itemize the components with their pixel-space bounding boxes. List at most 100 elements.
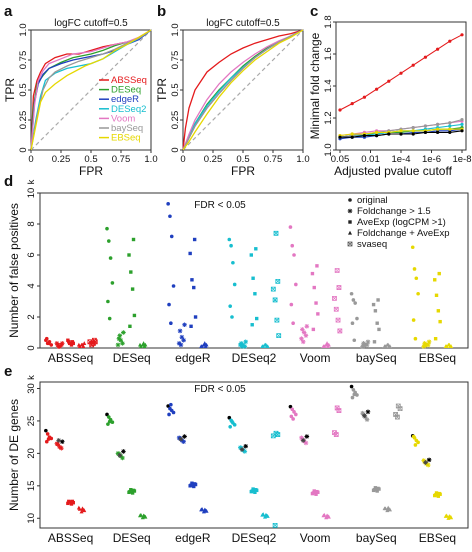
data-point-ABSSeq: [54, 341, 60, 346]
y-unit-label: k: [26, 375, 37, 380]
data-point-DESeq2: [232, 282, 237, 287]
series-point-EBSeq: [411, 129, 415, 133]
data-point-Voom: [325, 344, 330, 349]
series-point-baySeq: [423, 124, 427, 128]
data-point-edgeR: [203, 508, 208, 513]
data-point-baySeq: [352, 392, 357, 397]
data-point-Voom: [311, 327, 316, 332]
data-point-ABSSeq: [69, 343, 74, 347]
data-point-edgeR: [167, 412, 171, 417]
data-point-DESeq2: [254, 247, 258, 251]
data-point-edgeR: [201, 342, 206, 347]
data-point-DESeq2: [250, 489, 254, 493]
data-point-edgeR: [189, 324, 193, 328]
legend-label: AveExp (logCPM >1): [357, 217, 446, 228]
data-point-EBSeq: [448, 344, 453, 349]
data-point-DESeq2: [243, 339, 248, 345]
data-point-EBSeq: [423, 460, 428, 465]
data-point-Voom: [289, 414, 294, 419]
series-point-black: [350, 135, 354, 139]
data-point-Voom: [314, 492, 318, 496]
data-point-DESeq2: [237, 445, 243, 450]
data-point-edgeR: [192, 484, 196, 489]
data-point-baySeq: [355, 393, 359, 397]
data-point-DESeq: [110, 420, 115, 425]
y-tick-label: 0.75: [170, 51, 181, 70]
data-point-Voom: [333, 306, 339, 312]
data-point-DESeq: [129, 488, 133, 492]
y-tick-label: 1.2: [323, 111, 334, 124]
data-point-ABSSeq: [81, 344, 86, 349]
x-tick-label: Voom: [300, 531, 331, 545]
data-point-DESeq2: [227, 237, 232, 242]
data-point-DESeq2: [251, 276, 255, 280]
data-point-DESeq: [115, 342, 121, 348]
y-axis-label: Number of DE genes: [7, 399, 21, 511]
series-point-ABSSeq: [399, 71, 403, 75]
data-point-DESeq: [138, 513, 143, 518]
y-tick-label: 1.0: [323, 143, 334, 156]
data-point-ABSSeq: [67, 499, 71, 504]
data-point-Voom: [321, 513, 326, 518]
data-point-baySeq: [350, 395, 355, 400]
data-point-DESeq: [107, 419, 112, 424]
data-point-baySeq: [387, 506, 392, 511]
data-point-ABSSeq: [56, 344, 61, 349]
x-tick-label: 0.5: [236, 154, 249, 165]
data-point-DESeq: [117, 453, 123, 458]
data-point-ABSSeq: [76, 342, 81, 347]
data-point-EBSeq: [426, 339, 432, 345]
y-tick-label: 20: [26, 448, 37, 459]
data-point-DESeq2: [242, 449, 248, 454]
y-tick-label: 0: [18, 147, 29, 152]
y-tick-label: 15: [26, 481, 37, 492]
y-axis-label: TPR: [155, 78, 169, 102]
legend-label-EBSeq: EBSeq: [111, 133, 141, 144]
data-point-DESeq2: [249, 253, 253, 257]
data-point-DESeq: [106, 422, 110, 426]
data-point-baySeq: [349, 291, 354, 296]
data-point-Voom: [303, 440, 309, 446]
series-line-Voom: [182, 29, 304, 151]
data-point-baySeq: [351, 298, 356, 302]
data-point-DESeq: [121, 449, 126, 454]
data-point-Voom: [336, 408, 342, 413]
series-line-baySeq: [30, 29, 152, 151]
series-point-EBSeq: [436, 127, 440, 131]
data-point-DESeq: [121, 330, 126, 335]
data-point-EBSeq: [414, 276, 419, 281]
data-point-ABSSeq: [79, 509, 84, 514]
data-point-DESeq2: [230, 419, 234, 424]
chart-title: logFC cutoff=0.5: [54, 18, 128, 29]
series-point-ABSSeq: [375, 87, 379, 91]
x-tick-label: DESeq2: [232, 531, 277, 545]
chart-title: logFC cutoff=0.5: [206, 18, 280, 29]
data-point-DESeq2: [239, 344, 245, 349]
x-tick-label: EBSeq: [419, 531, 456, 545]
y-tick-label: 1.6: [323, 47, 334, 60]
series-point-ABSSeq: [350, 102, 354, 106]
series-point-DESeq2: [460, 122, 464, 126]
y-tick-label: 30: [26, 383, 37, 394]
data-point-DESeq2: [264, 513, 269, 518]
data-point-DESeq2: [255, 488, 259, 493]
data-point-edgeR: [190, 481, 194, 485]
plot-frame: [39, 192, 469, 349]
data-point-Voom: [299, 435, 304, 441]
data-point-Voom: [314, 301, 318, 305]
y-tick-label: 10: [26, 188, 37, 199]
data-point-DESeq: [107, 316, 112, 321]
data-point-DESeq: [108, 256, 113, 260]
data-point-edgeR: [178, 342, 184, 348]
data-point-EBSeq: [443, 514, 448, 518]
series-point-baySeq: [460, 118, 464, 122]
data-point-edgeR: [192, 237, 197, 242]
data-point-baySeq: [365, 409, 371, 415]
data-point-EBSeq: [425, 462, 431, 468]
data-point-ABSSeq: [82, 341, 87, 345]
data-point-Voom: [290, 407, 295, 412]
series-line-EBSeq: [182, 29, 304, 151]
data-point-DESeq: [132, 489, 137, 493]
data-point-EBSeq: [443, 344, 448, 349]
data-point-DESeq: [132, 313, 137, 318]
